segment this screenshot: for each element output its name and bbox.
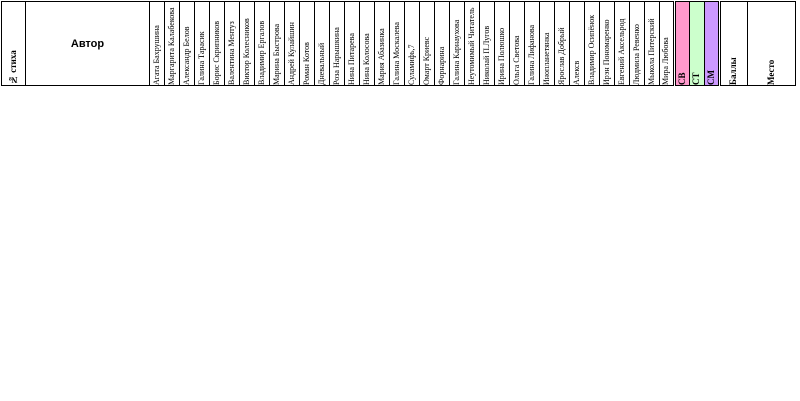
- voter-header-7[interactable]: Виктор Колесников: [239, 1, 255, 86]
- voter-header-10[interactable]: Андрей Кулайшин: [284, 1, 300, 86]
- voter-header-16[interactable]: Мария Абазинка: [374, 1, 390, 86]
- voter-header-22[interactable]: Неутомимый Читатель: [464, 1, 480, 86]
- voter-name: Омарт Криевс: [421, 36, 431, 85]
- voter-header-23[interactable]: Николай П.Лугов: [479, 1, 495, 86]
- voter-header-24[interactable]: Ирина Полюшко: [494, 1, 510, 86]
- voter-name: Мыкола Питерский: [646, 18, 656, 85]
- voter-header-20[interactable]: Форнарина: [434, 1, 450, 86]
- voter-name: Форнарина: [436, 46, 446, 85]
- voter-header-9[interactable]: Марина Быстрова: [269, 1, 285, 86]
- voter-header-1[interactable]: Агата Бахрушина: [149, 1, 165, 86]
- voter-header-14[interactable]: Нина Питарева: [344, 1, 360, 86]
- voter-name: Нина Питарева: [346, 33, 356, 85]
- voter-header-5[interactable]: Борис Скрипников: [209, 1, 225, 86]
- voter-name: Ирина Полюшко: [496, 27, 506, 85]
- voter-name: Роза Нарышкина: [331, 27, 341, 85]
- voter-name: Николай П.Лугов: [481, 25, 491, 85]
- voter-name: Евгений Аксельрод: [616, 18, 626, 85]
- points-header[interactable]: Баллы: [718, 1, 748, 86]
- voter-header-28[interactable]: Ярослав Добрый: [554, 1, 570, 86]
- voter-name: Неутомимый Читатель: [466, 7, 476, 85]
- voter-header-35[interactable]: Мира Любова: [659, 1, 675, 86]
- voter-name: Суламифь,7: [406, 44, 416, 85]
- voter-header-3[interactable]: Александр Белов: [179, 1, 195, 86]
- voter-name: Мария Абазинка: [376, 28, 386, 85]
- voter-header-32[interactable]: Евгений Аксельрод: [614, 1, 630, 86]
- voter-name: Ольга Светова: [511, 35, 521, 85]
- voter-header-34[interactable]: Мыкола Питерский: [644, 1, 660, 86]
- voting-table: № стиха Автор Агата Бахрушина Маргарита К…: [1, 1, 796, 86]
- voter-header-8[interactable]: Владимир Ергалов: [254, 1, 270, 86]
- voter-name: Валентина Ментуз: [226, 21, 236, 85]
- voter-name: Владимир Осипёнок: [586, 14, 596, 85]
- voter-name: Ирэн Пономаренко: [601, 19, 611, 85]
- voter-name: Дневальный: [316, 42, 326, 85]
- voter-name: Андрей Кулайшин: [286, 22, 296, 85]
- voter-name: Александр Белов: [181, 26, 191, 85]
- voter-header-18[interactable]: Суламифь,7: [404, 1, 420, 86]
- voter-header-21[interactable]: Галина Карнаухова: [449, 1, 465, 86]
- voter-header-15[interactable]: Нина Колосова: [359, 1, 375, 86]
- voter-header-30[interactable]: Владимир Осипёнок: [584, 1, 600, 86]
- voter-name: Инопланетянка: [541, 32, 551, 85]
- header-row: № стиха Автор Агата Бахрушина Маргарита К…: [1, 1, 796, 86]
- voter-name: Борис Скрипников: [211, 20, 221, 85]
- voter-name: Мира Любова: [661, 37, 671, 85]
- voter-header-26[interactable]: Галина Лифанова: [524, 1, 540, 86]
- voter-header-4[interactable]: Галина Тарасик: [194, 1, 210, 86]
- voter-name: Марина Быстрова: [271, 23, 281, 85]
- voter-header-12[interactable]: Дневальный: [314, 1, 330, 86]
- voter-header-31[interactable]: Ирэн Пономаренко: [599, 1, 615, 86]
- voter-header-2[interactable]: Маргарита Калабекова: [164, 1, 180, 86]
- voter-header-27[interactable]: Инопланетянка: [539, 1, 555, 86]
- place-header[interactable]: Место: [747, 1, 796, 86]
- voter-header-17[interactable]: Галина Москалева: [389, 1, 405, 86]
- sv-header[interactable]: СВ: [673, 1, 690, 86]
- voter-header-29[interactable]: Алексв: [569, 1, 585, 86]
- voter-name: Галина Москалева: [391, 22, 401, 85]
- sm-header[interactable]: СМ: [704, 1, 720, 86]
- voter-name: Людмила Ревенко: [631, 24, 641, 85]
- voter-name: Алексв: [571, 60, 581, 85]
- voter-name: Галина Тарасик: [196, 31, 206, 85]
- voter-name: Агата Бахрушина: [151, 25, 161, 85]
- voter-name: Нина Колосова: [361, 33, 371, 85]
- st-header[interactable]: СТ: [689, 1, 705, 86]
- voter-header-25[interactable]: Ольга Светова: [509, 1, 525, 86]
- voter-header-33[interactable]: Людмила Ревенко: [629, 1, 645, 86]
- voter-name: Виктор Колесников: [241, 18, 251, 85]
- voter-header-19[interactable]: Омарт Криевс: [419, 1, 435, 86]
- voter-header-11[interactable]: Роман Котов: [299, 1, 315, 86]
- num-header[interactable]: № стиха: [1, 1, 26, 86]
- voter-header-13[interactable]: Роза Нарышкина: [329, 1, 345, 86]
- voter-header-6[interactable]: Валентина Ментуз: [224, 1, 240, 86]
- voter-name: Галина Лифанова: [526, 24, 536, 85]
- voter-name: Галина Карнаухова: [451, 19, 461, 85]
- voter-name: Ярослав Добрый: [556, 27, 566, 85]
- voter-name: Роман Котов: [301, 42, 311, 85]
- author-header[interactable]: Автор: [25, 1, 150, 86]
- voter-name: Владимир Ергалов: [256, 20, 266, 85]
- voter-name: Маргарита Калабекова: [166, 7, 176, 85]
